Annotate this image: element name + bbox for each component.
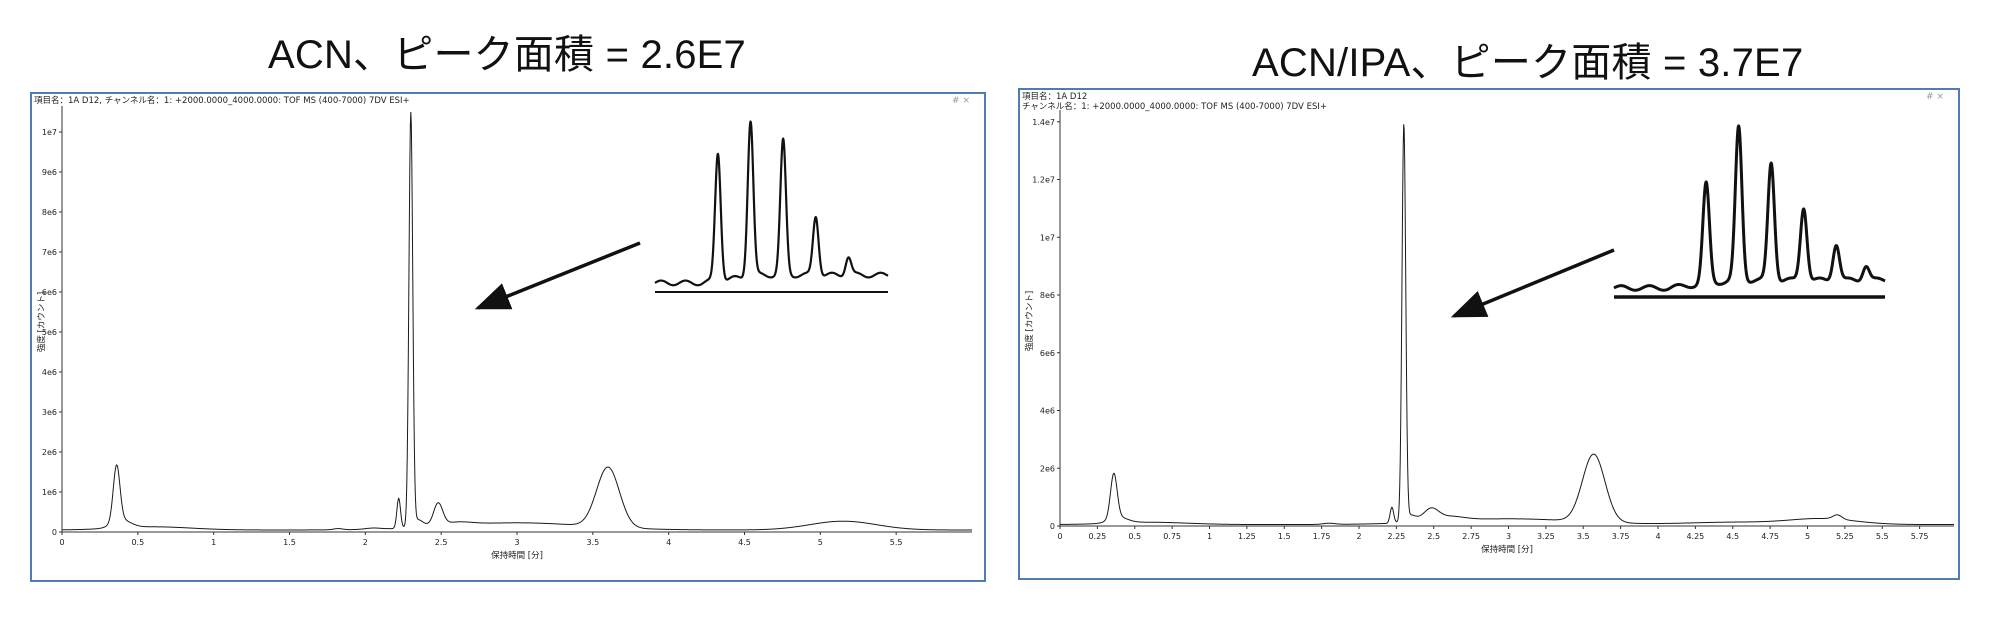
y-tick-label: 0: [1050, 522, 1055, 531]
inset-zoom-acn: [654, 120, 889, 293]
window-controls[interactable]: # ×: [1926, 92, 1944, 102]
arrow-right: [1450, 248, 1615, 318]
x-tick-label: 4.25: [1686, 532, 1704, 541]
y-tick-label: 1.2e7: [1032, 176, 1055, 185]
x-tick-label: 1.5: [1278, 532, 1291, 541]
x-tick-label: 0.75: [1163, 532, 1181, 541]
x-tick-label: 2.5: [435, 538, 448, 547]
y-tick-label: 3e6: [42, 408, 57, 417]
inset-trace: [1612, 124, 1887, 292]
x-tick-label: 4.5: [1726, 532, 1739, 541]
chart-title-acn-ipa: ACN/IPA、ピーク面積 = 3.7E7: [1252, 41, 1804, 85]
y-tick-label: 1e7: [42, 128, 57, 137]
x-tick-label: 4.75: [1761, 532, 1779, 541]
chromatogram-plot-acn: 0 1e6 2e6 3e6 4e6 5e6 6e6 7e6 8e6 9e6 1e7 0 0.5 1 1.5 2…: [36, 106, 972, 561]
x-tick-label: 2.75: [1462, 532, 1480, 541]
y-tick-label: 5e6: [42, 328, 57, 337]
y-tick-label: 8e6: [1040, 291, 1055, 300]
x-tick-label: 0.25: [1088, 532, 1106, 541]
x-tick-label: 2.5: [1427, 532, 1440, 541]
x-tick-label: 0.5: [131, 538, 144, 547]
x-tick-label: 3.25: [1537, 532, 1555, 541]
y-axis-label: 強度 [カウント]: [1024, 291, 1035, 351]
y-tick-label: 0: [52, 528, 57, 537]
panel-header: 項目名：1A D12, チャンネル名：1: +2000.0000_4000.00…: [34, 96, 410, 106]
x-tick-label: 1.75: [1313, 532, 1331, 541]
x-tick-label: 1.25: [1238, 532, 1256, 541]
x-tick-label: 3.5: [586, 538, 599, 547]
y-axis-label: 強度 [カウント]: [36, 292, 47, 352]
x-tick-label: 1.5: [283, 538, 296, 547]
x-tick-label: 3: [514, 538, 519, 547]
x-tick-label: 0: [59, 538, 64, 547]
chromatogram-panel-acn[interactable]: 項目名：1A D12, チャンネル名：1: +2000.0000_4000.00…: [30, 92, 986, 582]
x-tick-label: 0.5: [1128, 532, 1141, 541]
inset-trace: [654, 120, 889, 287]
x-tick-label: 4.5: [738, 538, 751, 547]
y-tick-label: 2e6: [1040, 464, 1055, 473]
x-tick-label: 3: [1506, 532, 1511, 541]
y-tick-label: 2e6: [42, 448, 57, 457]
y-tick-label: 1e7: [1040, 233, 1055, 242]
chromatogram-trace: [61, 111, 972, 531]
inset-zoom-acn-ipa: [1612, 124, 1887, 299]
arrow-left: [474, 241, 641, 310]
x-tick-label: 2: [1356, 532, 1361, 541]
chromatogram-plot-acn-ipa: 0 2e6 4e6 6e6 8e6 1e7 1.2e7 1.4e7 0 0.25 0.5 0.75 1 1…: [1024, 110, 1954, 555]
y-tick-label: 4e6: [42, 368, 57, 377]
x-tick-label: 0: [1057, 532, 1062, 541]
x-tick-label: 3.75: [1612, 532, 1630, 541]
panel-header-channel: チャンネル名：1: +2000.0000_4000.0000: TOF MS (…: [1022, 102, 1327, 112]
window-controls[interactable]: # ×: [952, 96, 970, 106]
x-axis-label: 保持時間 [分]: [1481, 544, 1533, 555]
y-tick-label: 1.4e7: [1032, 118, 1055, 127]
y-tick-label: 6e6: [42, 288, 57, 297]
x-tick-label: 5.75: [1911, 532, 1929, 541]
x-tick-label: 1: [1207, 532, 1212, 541]
y-tick-label: 7e6: [42, 248, 57, 257]
y-tick-label: 9e6: [42, 168, 57, 177]
x-tick-label: 5.25: [1836, 532, 1854, 541]
x-tick-label: 5: [818, 538, 823, 547]
y-tick-label: 4e6: [1040, 407, 1055, 416]
x-axis-label: 保持時間 [分]: [491, 550, 543, 561]
x-tick-label: 3.5: [1577, 532, 1590, 541]
x-tick-label: 5.5: [1876, 532, 1889, 541]
x-tick-label: 5: [1805, 532, 1810, 541]
chromatogram-trace: [1059, 124, 1954, 526]
x-tick-label: 5.5: [890, 538, 903, 547]
x-tick-label: 1: [211, 538, 216, 547]
chromatogram-panel-acn-ipa[interactable]: 項目名：1A D12 チャンネル名：1: +2000.0000_4000.000…: [1018, 88, 1960, 580]
y-tick-label: 8e6: [42, 208, 57, 217]
chart-title-acn: ACN、ピーク面積 = 2.6E7: [268, 33, 746, 77]
y-tick-label: 1e6: [42, 488, 57, 497]
y-tick-label: 6e6: [1040, 349, 1055, 358]
x-tick-label: 4: [1655, 532, 1660, 541]
x-tick-label: 2.25: [1387, 532, 1405, 541]
x-tick-label: 2: [363, 538, 368, 547]
x-tick-label: 4: [666, 538, 671, 547]
panel-header: 項目名：1A D12: [1022, 92, 1088, 102]
